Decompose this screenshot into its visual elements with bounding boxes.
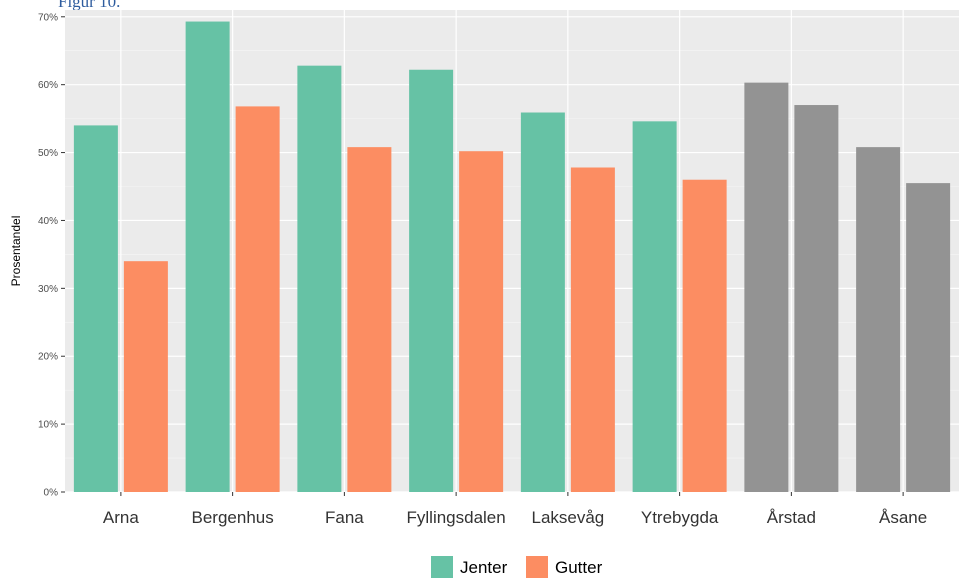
bar-jenter-ytrebygda <box>632 121 677 493</box>
x-tick-label: Bergenhus <box>192 508 274 527</box>
bar-jenter-fyllingsdalen <box>409 69 454 492</box>
legend-swatch-jenter <box>431 556 453 578</box>
legend-label-jenter: Jenter <box>460 558 508 577</box>
bar-gutter-fyllingsdalen <box>459 151 504 492</box>
bar-gutter-ytrebygda <box>682 179 727 492</box>
x-tick-label: Ytrebygda <box>641 508 719 527</box>
bar-gutter-bergenhus <box>235 106 280 493</box>
legend: Jenter Gutter <box>431 556 603 578</box>
bar-jenter-fana <box>297 65 342 492</box>
bar-jenter-bergenhus <box>185 21 230 493</box>
bar-gutter-arna <box>123 261 168 492</box>
x-tick-label: Fyllingsdalen <box>407 508 506 527</box>
bars <box>73 21 951 493</box>
bar-gutter-åsane <box>906 183 951 492</box>
y-axis-ticks: 0% 10% 20% 30% 40% 50% 60% 70% <box>38 12 65 499</box>
y-tick-label: 0% <box>44 488 59 499</box>
y-tick-label: 60% <box>38 80 58 91</box>
legend-label-gutter: Gutter <box>555 558 603 577</box>
bar-jenter-arna <box>73 125 118 492</box>
x-tick-label: Åsane <box>879 508 927 527</box>
y-axis-title: Prosentandel <box>9 216 23 287</box>
y-tick-label: 50% <box>38 148 58 159</box>
bar-gutter-årstad <box>794 105 839 493</box>
x-axis-ticks: Arna Bergenhus Fana Fyllingsdalen Laksevåg Yt… <box>103 492 927 527</box>
x-tick-label: Arna <box>103 508 139 527</box>
bar-jenter-laksevåg <box>520 112 565 492</box>
y-tick-label: 40% <box>38 216 58 227</box>
x-tick-label: Fana <box>325 508 364 527</box>
legend-swatch-gutter <box>526 556 548 578</box>
bar-gutter-fana <box>347 147 392 493</box>
y-tick-label: 20% <box>38 352 58 363</box>
y-tick-label: 30% <box>38 284 58 295</box>
y-tick-label: 10% <box>38 420 58 431</box>
x-tick-label: Laksevåg <box>531 508 604 527</box>
figure-caption: Figur 10. <box>58 0 121 11</box>
bar-jenter-årstad <box>744 82 789 492</box>
bar-jenter-åsane <box>856 147 901 493</box>
y-tick-label: 70% <box>38 12 58 23</box>
x-tick-label: Årstad <box>767 508 816 527</box>
bar-gutter-laksevåg <box>570 167 615 492</box>
